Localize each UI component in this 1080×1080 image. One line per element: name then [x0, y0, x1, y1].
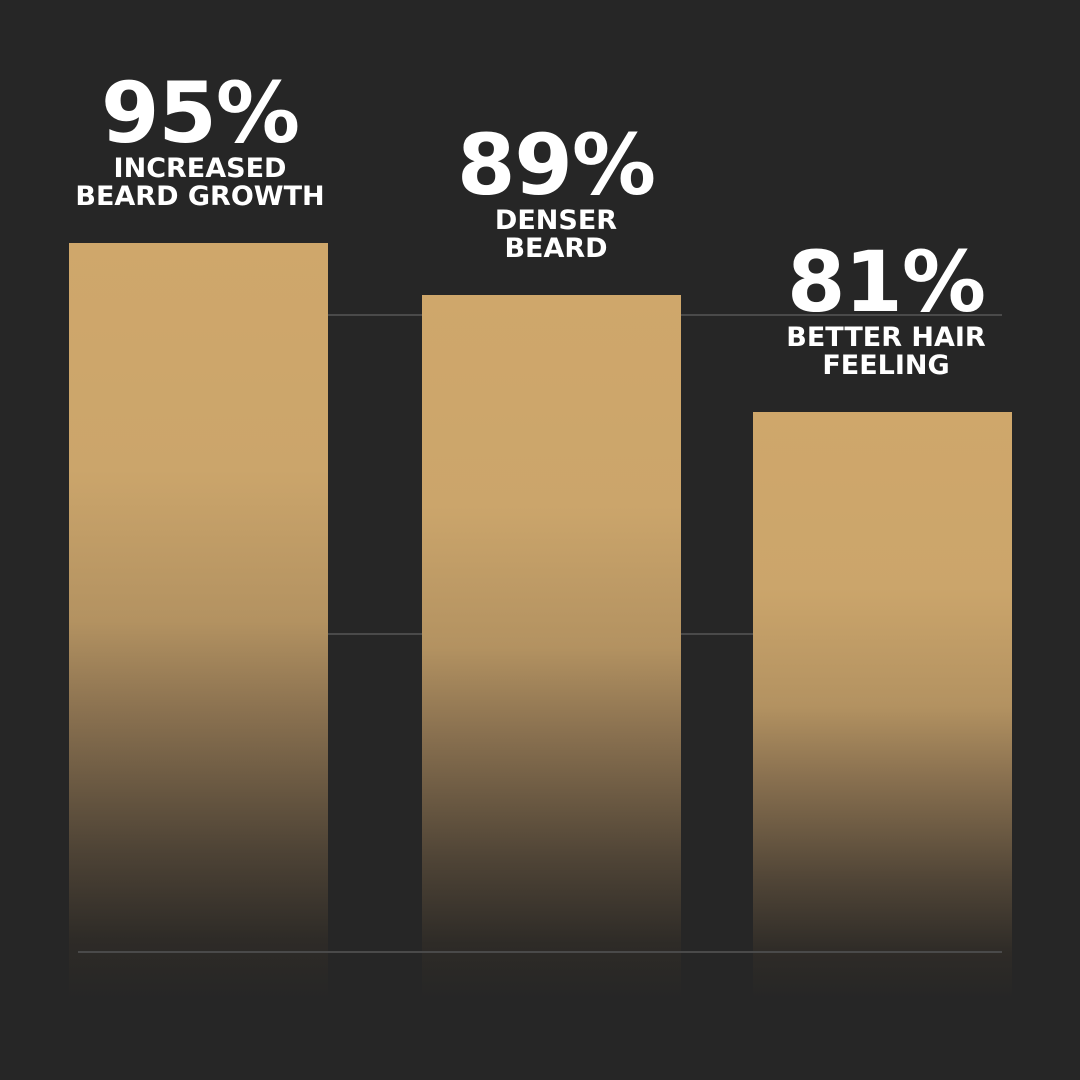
category-label-line: FEELING — [822, 349, 950, 381]
value-label: 95% — [100, 64, 300, 162]
bar-3 — [753, 411, 1012, 1000]
category-label-line: BEARD GROWTH — [75, 181, 325, 212]
bar-1 — [69, 243, 328, 1000]
category-label-line: DENSER — [494, 205, 618, 237]
gridline-base — [78, 951, 1002, 953]
bar-2 — [422, 295, 681, 1000]
bar-label-3: 81% BETTER HAIR FEELING — [716, 232, 1056, 381]
category-label-line: INCREASED — [113, 153, 287, 184]
category-label-line: BETTER HAIR — [786, 321, 986, 353]
bar-label-2: 89% DENSER BEARD — [386, 116, 726, 265]
bar-label-1: 95% INCREASED BEARD GROWTH — [30, 64, 370, 212]
value-label: 89% — [456, 116, 656, 215]
value-label: 81% — [786, 232, 986, 331]
category-label-line: BEARD — [504, 233, 608, 265]
